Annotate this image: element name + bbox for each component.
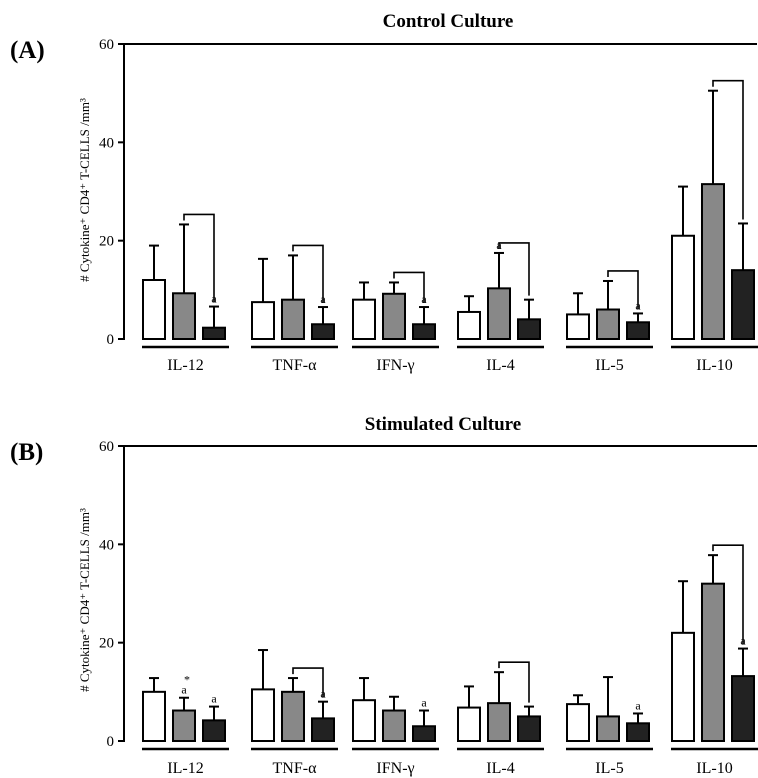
bar — [671, 234, 695, 340]
bar — [487, 702, 511, 742]
bar — [566, 703, 590, 742]
y-tick-label: 20 — [99, 234, 114, 250]
bar — [382, 292, 406, 340]
annotation-asterisk: * — [184, 673, 190, 687]
annotation-letter: a — [320, 292, 326, 306]
annotation-letter: a — [496, 238, 502, 252]
panel-a-letter: (A) — [10, 37, 45, 64]
annotation-letter: a — [211, 292, 217, 306]
bar — [172, 292, 196, 340]
bar — [517, 318, 541, 341]
bar — [202, 326, 226, 341]
bar — [172, 709, 196, 742]
category-label: IL-12 — [167, 760, 203, 777]
y-tick-label: 40 — [99, 537, 114, 553]
bar — [251, 688, 275, 742]
annotation-letter: a — [421, 696, 427, 710]
y-tick-label: 0 — [107, 332, 115, 348]
category-label: TNF-α — [273, 760, 318, 777]
bar — [731, 675, 755, 742]
bar — [457, 706, 481, 742]
significance-bracket — [607, 270, 639, 310]
bar — [412, 323, 436, 340]
significance-bracket — [292, 244, 324, 304]
significance-bracket — [498, 242, 530, 296]
bar — [701, 582, 725, 743]
category-label: IL-12 — [167, 357, 203, 374]
annotation-letter: a — [320, 687, 326, 701]
category-label: IL-5 — [595, 760, 623, 777]
bar — [251, 301, 275, 340]
bar — [596, 308, 620, 340]
category-label: IL-4 — [486, 760, 514, 777]
category-label: IL-5 — [595, 357, 623, 374]
bar — [281, 298, 305, 340]
significance-bracket — [498, 661, 530, 703]
y-tick-label: 60 — [99, 439, 114, 455]
bar — [487, 287, 511, 341]
y-tick-label: 20 — [99, 636, 114, 652]
y-tick-label: 60 — [99, 37, 114, 53]
significance-bracket — [712, 79, 744, 220]
panel-b-ylabel: # Cytokine⁺ CD4⁺ T-CELLS /mm³ — [77, 508, 92, 692]
bar — [352, 699, 376, 742]
bar — [311, 717, 335, 743]
annotation-letter: a — [211, 692, 217, 706]
panel-b-letter: (B) — [10, 439, 43, 466]
annotation-letter: a — [181, 683, 187, 697]
bar — [142, 690, 166, 742]
bar — [457, 310, 481, 341]
annotation-letter: a — [740, 634, 746, 648]
bar — [566, 313, 590, 340]
bar — [671, 631, 695, 742]
panel-b-title: Stimulated Culture — [365, 414, 521, 435]
bar — [626, 722, 650, 742]
y-tick-label: 0 — [107, 734, 115, 750]
panel-a-plot: 0 20 40 60 IL-12 TNF-α IFN-γ IL-4 IL-5 IL-10 a a a a a — [99, 37, 758, 374]
category-label: IFN-γ — [376, 357, 414, 374]
significance-bracket — [393, 271, 425, 304]
bar — [412, 725, 436, 742]
bar — [701, 183, 725, 340]
bar — [202, 719, 226, 742]
significance-bracket — [292, 667, 324, 698]
significance-bracket — [183, 213, 215, 303]
bar — [626, 321, 650, 340]
bar — [142, 279, 166, 340]
bar — [596, 715, 620, 743]
annotation-letter: a — [421, 292, 427, 306]
bar — [281, 690, 305, 742]
bar — [382, 709, 406, 742]
category-label: IFN-γ — [376, 760, 414, 777]
bar — [311, 323, 335, 340]
category-label: IL-10 — [696, 357, 732, 374]
y-tick-label: 40 — [99, 135, 114, 151]
category-label: IL-10 — [696, 760, 732, 777]
category-label: TNF-α — [273, 357, 318, 374]
annotation-letter: a — [635, 698, 641, 712]
category-label: IL-4 — [486, 357, 514, 374]
bar — [352, 298, 376, 340]
panel-a-ylabel: # Cytokine⁺ CD4⁺ T-CELLS /mm³ — [77, 98, 92, 282]
bar — [517, 715, 541, 743]
panel-a-title: Control Culture — [383, 11, 514, 32]
significance-bracket — [712, 544, 744, 645]
annotation-letter: a — [635, 298, 641, 312]
bar — [731, 269, 755, 340]
